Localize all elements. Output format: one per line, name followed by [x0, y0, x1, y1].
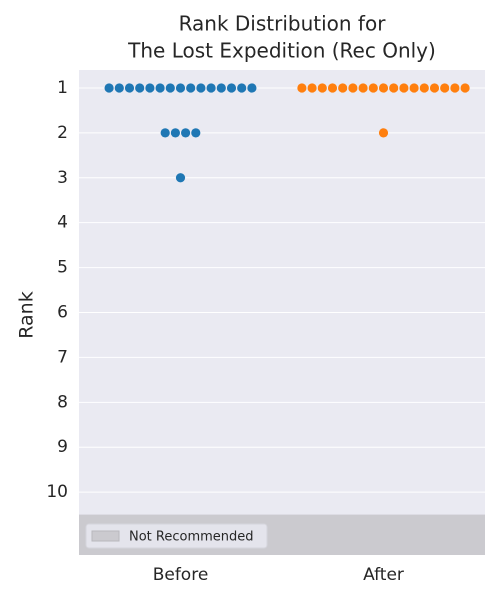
dot	[206, 83, 216, 93]
dot	[460, 83, 470, 93]
legend-swatch	[91, 530, 120, 542]
dot	[429, 83, 440, 93]
legend-label: Not Recommended	[129, 530, 254, 545]
dot	[135, 83, 145, 93]
dot	[170, 128, 180, 138]
y-tick-label: 1	[57, 78, 68, 98]
dot	[216, 83, 226, 93]
dot	[181, 128, 191, 138]
dot	[378, 128, 389, 138]
y-tick-label: 4	[57, 213, 68, 233]
dot	[155, 83, 165, 93]
dot	[237, 83, 247, 93]
dot	[297, 83, 307, 93]
y-tick-label: 9	[57, 437, 68, 457]
dot	[175, 173, 186, 183]
dot	[358, 83, 368, 93]
dot	[348, 83, 358, 93]
dot	[160, 128, 170, 138]
y-tick-label: 10	[46, 482, 68, 502]
dot	[104, 83, 114, 93]
dot	[307, 83, 317, 93]
dot	[450, 83, 460, 93]
dot	[226, 83, 237, 93]
legend: Not Recommended	[85, 523, 268, 549]
y-tick-label: 8	[57, 392, 68, 412]
dot	[124, 83, 135, 93]
dot	[196, 83, 206, 93]
dot	[165, 83, 175, 93]
dot	[368, 83, 378, 93]
dot	[399, 83, 409, 93]
y-tick-label: 7	[57, 347, 68, 367]
y-tick-label: 2	[57, 123, 68, 143]
dot	[186, 83, 196, 93]
dot	[145, 83, 155, 93]
dot	[247, 83, 257, 93]
dot	[419, 83, 429, 93]
legend-box	[85, 523, 268, 549]
y-tick-label: 6	[57, 303, 68, 323]
dot	[114, 83, 124, 93]
dot	[440, 83, 450, 93]
dot	[191, 128, 201, 138]
x-tick-label: After	[363, 565, 404, 585]
y-tick-label: 5	[57, 258, 68, 278]
chart-title: The Lost Expedition (Rec Only)	[127, 39, 436, 63]
dot	[338, 83, 348, 93]
dot	[327, 83, 338, 93]
y-tick-label: 3	[57, 168, 68, 188]
chart-title: Rank Distribution for	[179, 12, 387, 36]
dot	[175, 83, 186, 93]
dot	[317, 83, 327, 93]
x-tick-label: Before	[153, 565, 209, 585]
dot	[409, 83, 419, 93]
y-axis-label: Rank	[16, 291, 38, 338]
dot	[389, 83, 399, 93]
dot	[378, 83, 389, 93]
